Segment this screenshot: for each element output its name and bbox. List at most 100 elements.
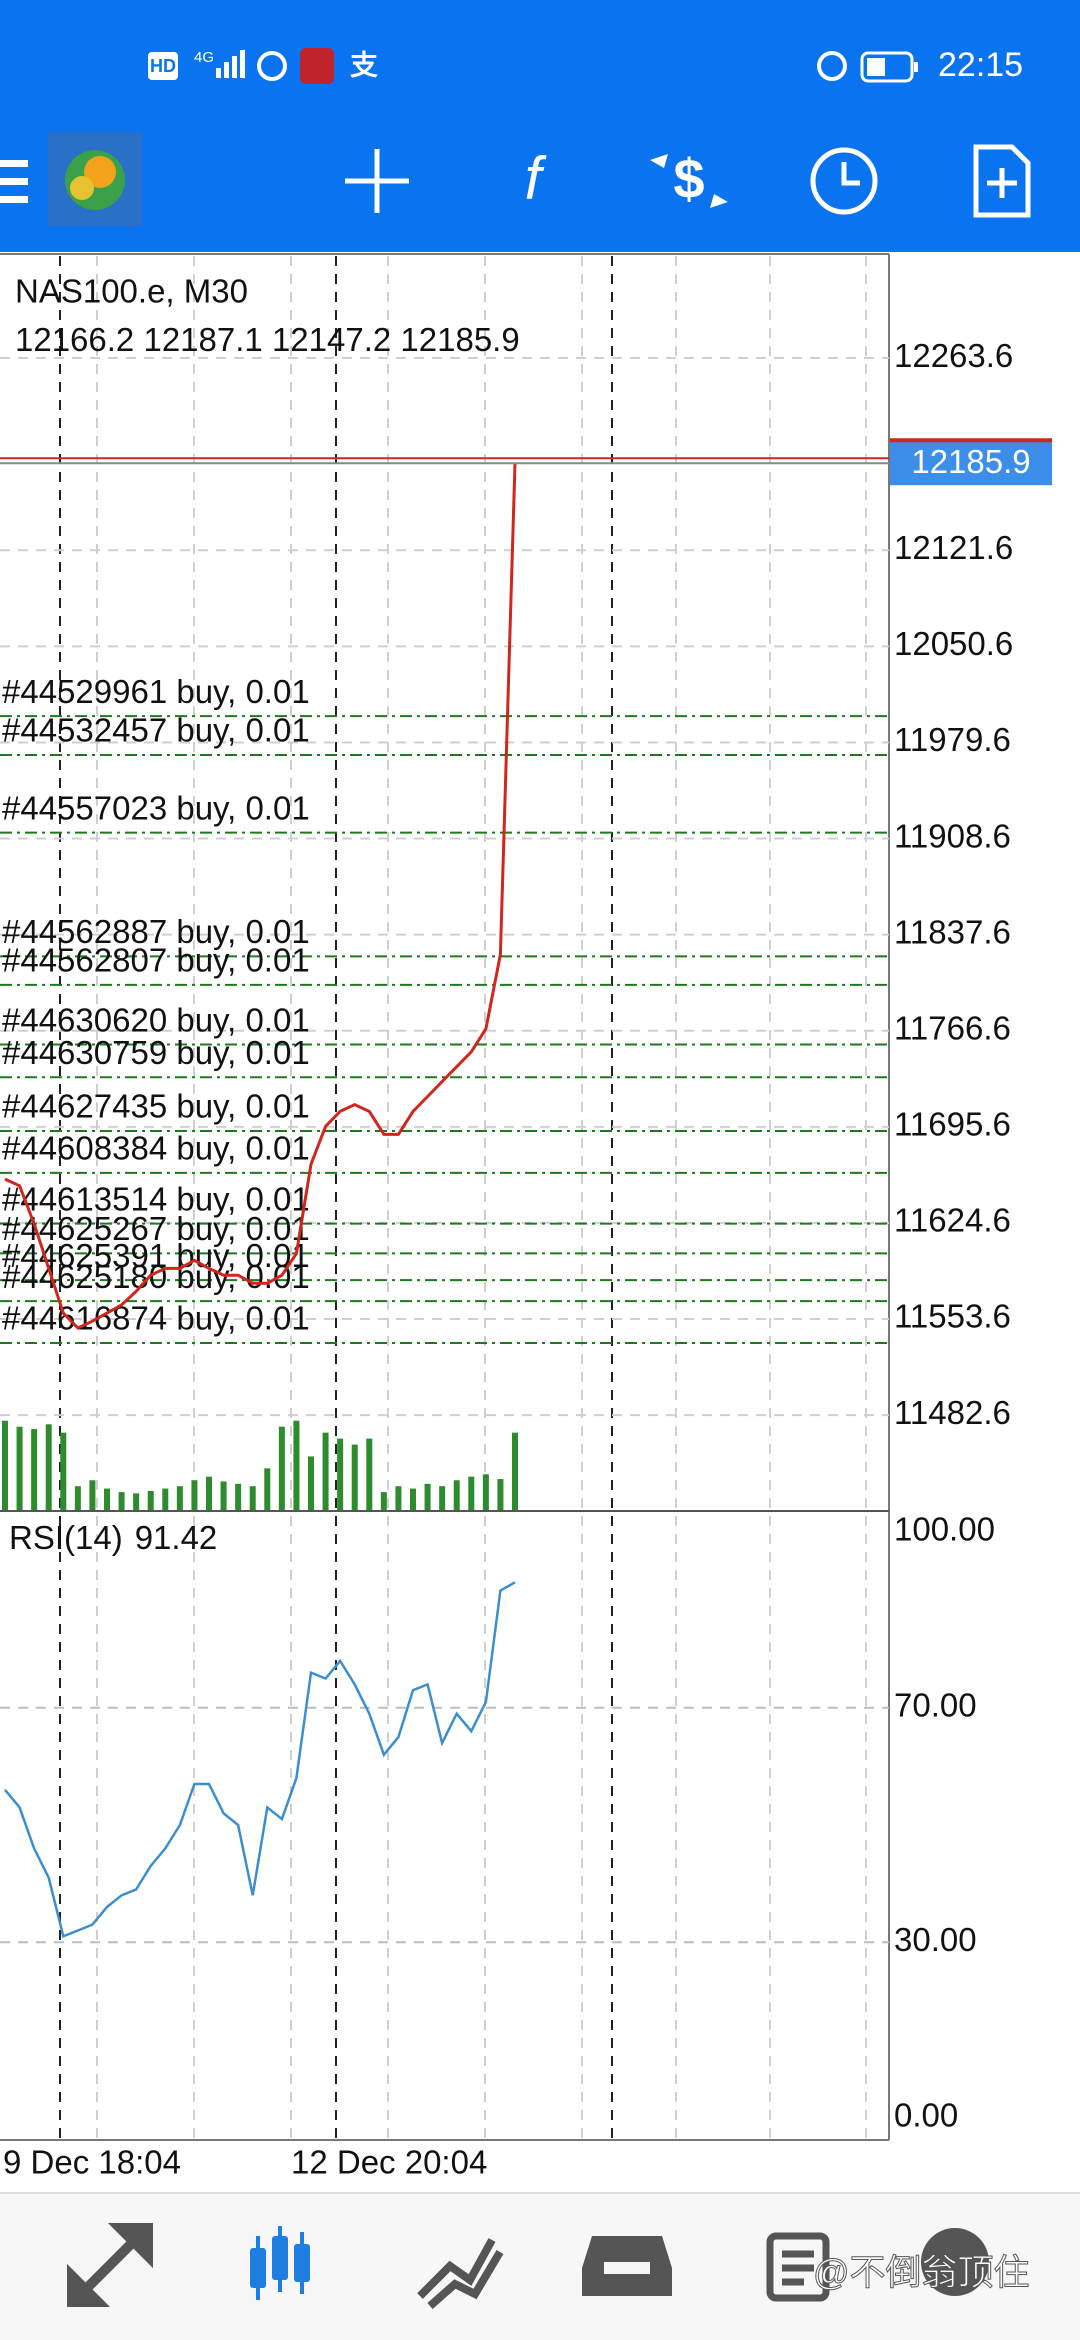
trade-tab[interactable] [417, 2238, 504, 2310]
volume-bar [264, 1468, 271, 1510]
messages-tab[interactable] [921, 2228, 989, 2296]
order-label: #44625180 buy, 0.01 [2, 1258, 310, 1295]
volume-bar [468, 1476, 475, 1510]
signal-icon [216, 50, 245, 78]
history-tab[interactable] [582, 2236, 672, 2296]
order-label: #44625391 buy, 0.01 [2, 1237, 310, 1274]
rsi-tick-label: 0.00 [894, 2097, 958, 2134]
volume-bar [482, 1474, 489, 1510]
volume-bar [512, 1432, 518, 1510]
rsi-tick-label: 30.00 [894, 1921, 977, 1958]
alarm-icon [817, 51, 847, 81]
battery-tip [914, 62, 918, 72]
volume-bar [60, 1432, 67, 1510]
volume-bar [74, 1486, 81, 1510]
volume-bar [410, 1488, 416, 1510]
x-tick-label: 12 Dec 20:04 [291, 2144, 487, 2181]
volume-bar [206, 1476, 212, 1510]
crosshair-button[interactable] [345, 149, 409, 213]
order-label: #44630620 buy, 0.01 [2, 1001, 310, 1038]
order-label: #44627435 buy, 0.01 [2, 1088, 310, 1125]
order-label: #44630759 buy, 0.01 [2, 1034, 310, 1071]
y-tick-label: 11979.6 [894, 721, 1011, 758]
battery [860, 51, 914, 83]
order-label: #44562887 buy, 0.01 [2, 913, 310, 950]
app-logo[interactable] [48, 132, 142, 226]
y-tick-label: 11837.6 [894, 913, 1011, 950]
rsi-tick-label: 100.00 [894, 1511, 995, 1548]
order-label: #44557023 buy, 0.01 [2, 789, 310, 826]
volume-bar [278, 1426, 285, 1510]
volume-bar [45, 1424, 52, 1510]
time-grid [59, 256, 867, 2138]
volume-bar [2, 1420, 8, 1510]
order-label: #44529961 buy, 0.01 [2, 673, 310, 710]
rsi-name: RSI(14) [9, 1519, 123, 1556]
volume-bar [453, 1480, 460, 1510]
trade-button[interactable]: $ [650, 147, 728, 210]
price-badge-label: 12185.9 [911, 443, 1030, 480]
clock: 22:15 [938, 46, 1023, 84]
svg-text:$: $ [673, 147, 704, 210]
rsi-value: 91.42 [135, 1519, 218, 1556]
order-label: #44532457 buy, 0.01 [2, 712, 310, 749]
y-tick-label: 11908.6 [894, 817, 1011, 854]
quotes-tab[interactable] [67, 2223, 153, 2307]
high: 12187.1 [143, 321, 262, 358]
period-button[interactable] [810, 147, 878, 215]
volume-bar [308, 1456, 314, 1510]
volume-bar [147, 1490, 154, 1510]
menu-button[interactable] [0, 160, 28, 203]
battery-level [867, 58, 885, 76]
app-icon [300, 48, 334, 84]
price-line [4, 463, 517, 1330]
volume-bar [118, 1492, 125, 1510]
y-tick-label: 11695.6 [894, 1106, 1011, 1143]
ohlc-label: 12166.2 12187.1 12147.2 12185.9 [15, 321, 520, 358]
new-order-button[interactable] [973, 144, 1031, 218]
y-tick-label: 12050.6 [894, 625, 1013, 662]
volume-bar [293, 1420, 300, 1510]
hd-text: HD [150, 56, 176, 76]
price-badge [890, 441, 1052, 486]
plot: #44529961 buy, 0.01#44532457 buy, 0.01 #4… [0, 357, 889, 1944]
order-label: #44613514 buy, 0.01 [2, 1180, 310, 1217]
order-label: #44616874 buy, 0.01 [2, 1300, 310, 1337]
volume-bar [16, 1426, 23, 1510]
volume-bar [351, 1444, 358, 1510]
network-type: 4G [194, 49, 214, 66]
volume-bar [395, 1486, 402, 1510]
order-label: #44608384 buy, 0.01 [2, 1130, 310, 1167]
volume-bar [322, 1432, 329, 1510]
volume-bar [104, 1488, 110, 1510]
volume-bar [176, 1486, 183, 1510]
volume-bar [380, 1492, 387, 1510]
bottom-nav [0, 2193, 1080, 2340]
chart-tab[interactable] [250, 2226, 310, 2300]
x-tick-label: 9 Dec 18:04 [3, 2144, 181, 2181]
order-label: #44562807 buy, 0.01 [2, 942, 310, 979]
volume-bar [249, 1486, 256, 1510]
volume-bar [439, 1486, 446, 1510]
volume-bar [497, 1479, 504, 1510]
watermark: @不倒翁顶住 [813, 2252, 1030, 2293]
indicators-button[interactable]: f [525, 145, 547, 212]
volume-bar [424, 1483, 431, 1510]
volume-bar [162, 1488, 169, 1510]
volume-bar [220, 1481, 227, 1510]
open: 12166.2 [15, 321, 134, 358]
volume-bar [31, 1429, 38, 1510]
alarm-icon [257, 51, 287, 81]
rsi-line [4, 1581, 516, 1938]
volume-bar [337, 1438, 344, 1510]
symbol-label: NAS100.e, M30 [15, 273, 248, 310]
news-tab[interactable] [766, 2232, 830, 2302]
alipay-icon: 支 [350, 49, 378, 80]
rsi-label: RSI(14) 91.42 [9, 1519, 217, 1556]
volume-bar [133, 1493, 140, 1510]
rsi-tick-label: 70.00 [894, 1687, 977, 1724]
y-tick-label: 11624.6 [894, 1202, 1011, 1239]
hd-badge [148, 52, 178, 80]
